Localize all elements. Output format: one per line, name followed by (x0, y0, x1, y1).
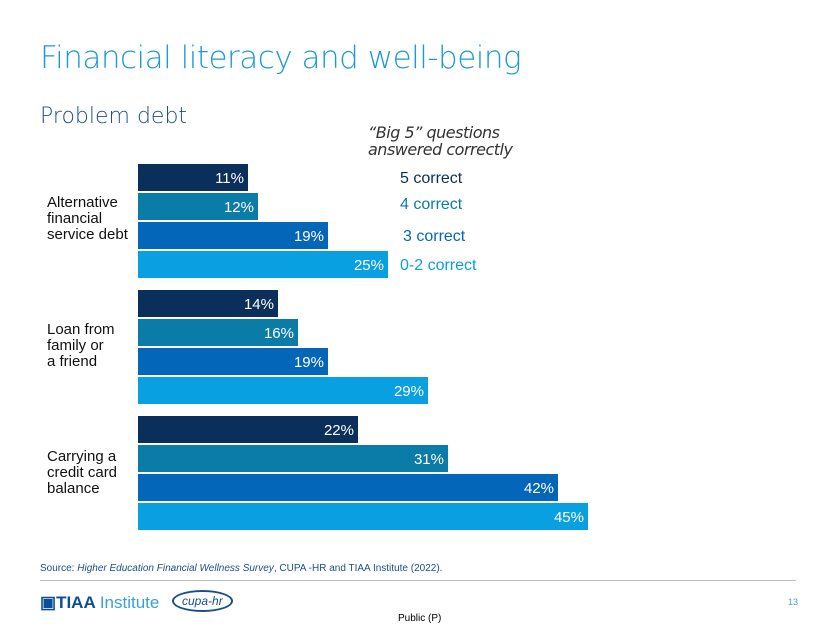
bar (138, 222, 328, 249)
slide-title: Financial literacy and well-being (40, 40, 522, 76)
data-label: 19% (294, 354, 324, 371)
bar (138, 319, 298, 346)
data-label: 14% (244, 296, 274, 313)
cupa-hr-logo: cupa-hr (172, 590, 233, 612)
category-label-line: Loan from (47, 321, 115, 338)
data-label: 22% (324, 422, 354, 439)
bar (138, 193, 258, 220)
bar (138, 474, 558, 501)
bar (138, 164, 248, 191)
legend-item: 0-2 correct (400, 257, 477, 274)
category-label-line: balance (47, 480, 100, 497)
bar (138, 251, 388, 278)
page-number: 13 (788, 597, 799, 607)
slide-subtitle: Problem debt (40, 104, 188, 129)
data-label: 16% (264, 325, 294, 342)
classification-label: Public (P) (398, 613, 442, 624)
category-label-line: Alternative (47, 194, 118, 211)
data-label: 45% (554, 509, 584, 526)
footer-divider (40, 580, 796, 581)
category-label-line: service debt (47, 226, 128, 243)
legend-item: 5 correct (400, 170, 463, 187)
data-label: 42% (524, 480, 554, 497)
data-label: 25% (354, 257, 384, 274)
category-label-line: family or (47, 337, 104, 354)
legend-title: “Big 5” questions answered correctly (368, 123, 513, 159)
bar (138, 445, 448, 472)
tiaa-institute-logo: ▣TIAA Institute (40, 593, 160, 612)
bar-chart: 11% 14% 22% 12% 16% 31% 19% 19% 42% 25% 29% 45% (138, 164, 588, 530)
category-label-line: Carrying a (47, 448, 117, 465)
data-label: 29% (394, 383, 424, 400)
bar (138, 348, 328, 375)
category-label-line: financial (47, 210, 103, 227)
category-label: Carrying a credit card balance (47, 449, 117, 497)
legend-item: 4 correct (400, 196, 463, 213)
category-label-line: credit card (47, 464, 118, 481)
legend-item: 3 correct (403, 228, 466, 245)
source-note: Source: Higher Education Financial Welln… (40, 563, 443, 574)
category-label: Alternative financial service debt (47, 195, 128, 243)
data-label: 11% (215, 170, 244, 187)
bar (138, 416, 358, 443)
bar (138, 377, 428, 404)
bar (138, 290, 278, 317)
category-label-line: a friend (47, 353, 98, 370)
data-label: 19% (294, 228, 324, 245)
bar (138, 503, 588, 530)
data-label: 12% (224, 199, 254, 216)
data-label: 31% (414, 451, 444, 468)
category-label: Loan from family or a friend (47, 322, 115, 370)
